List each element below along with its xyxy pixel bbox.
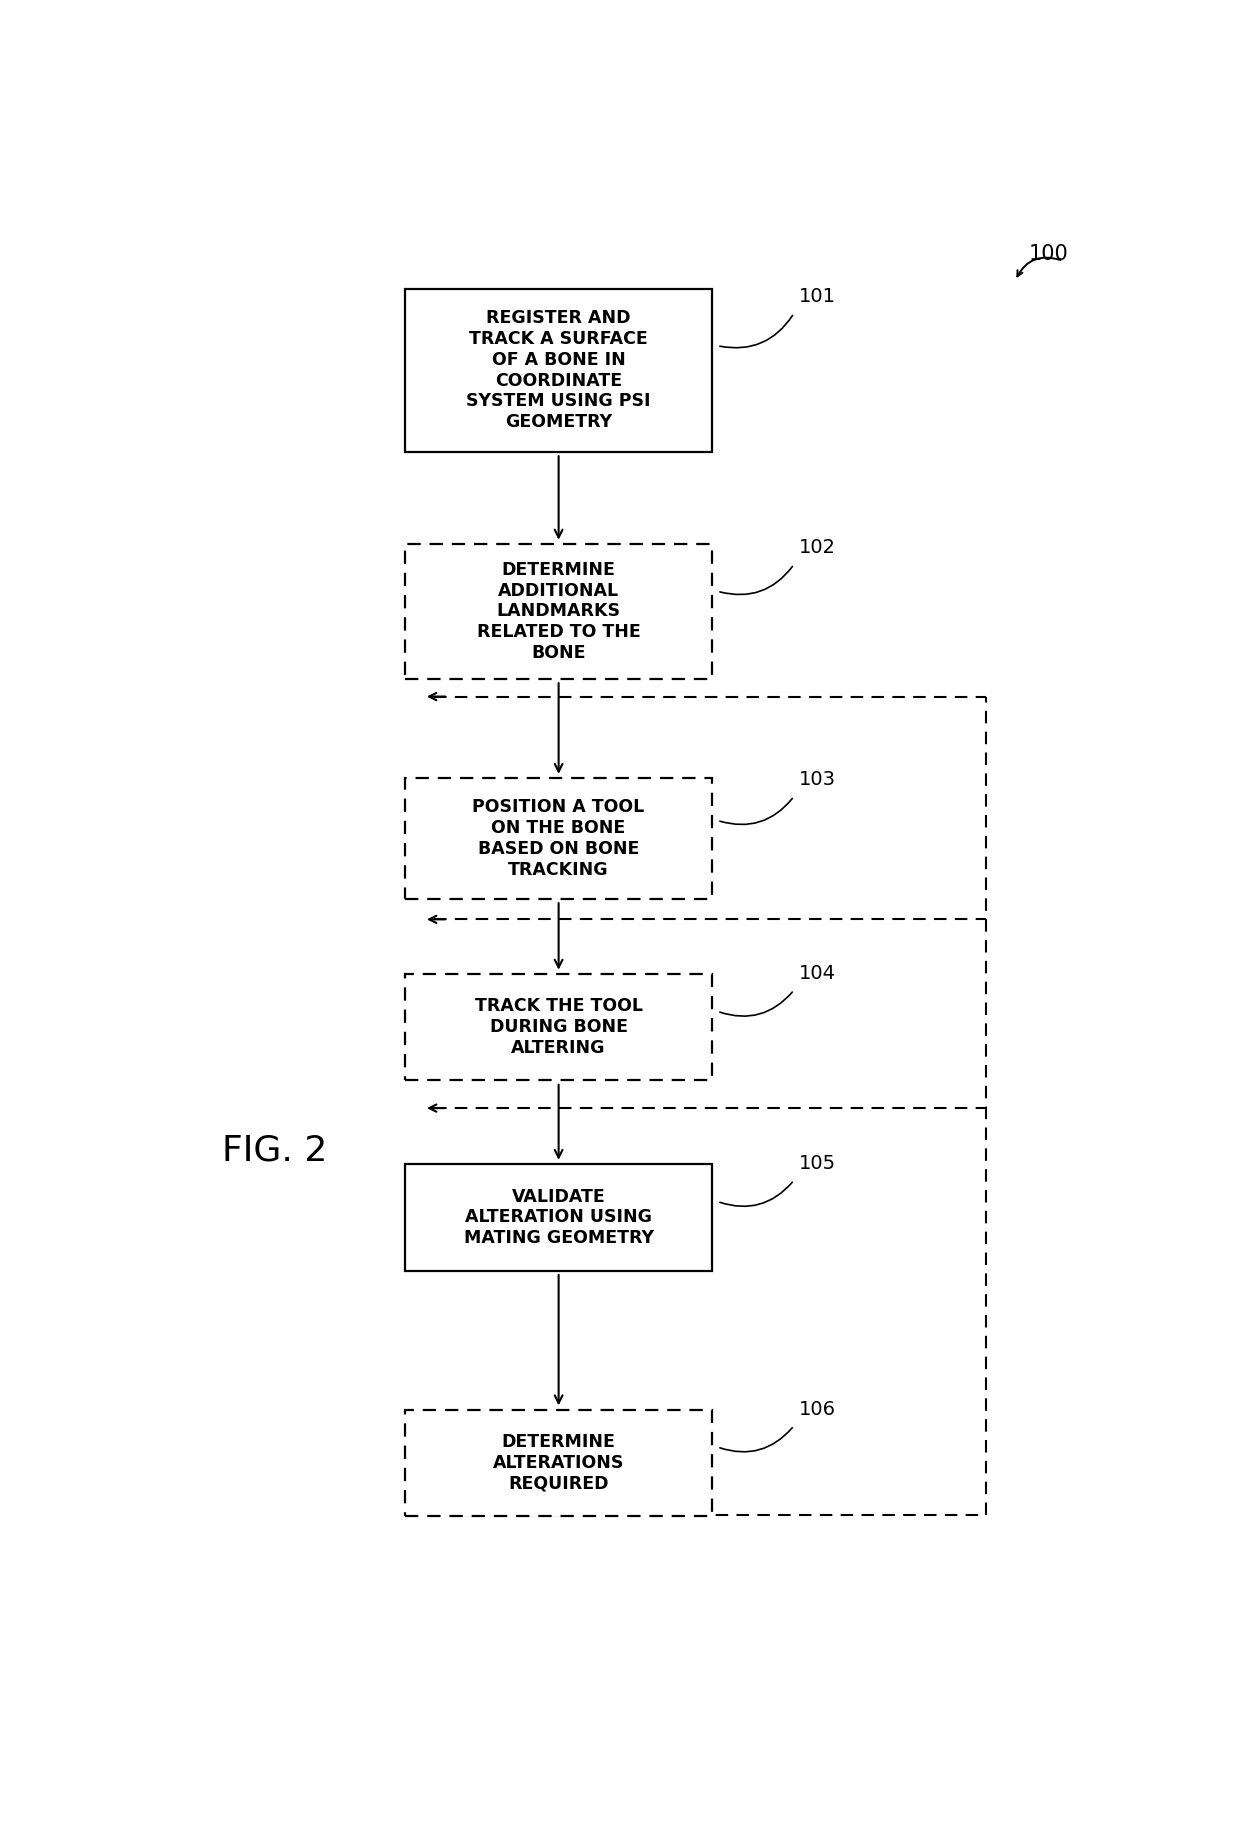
Text: 101: 101 bbox=[799, 288, 836, 306]
Text: 106: 106 bbox=[799, 1399, 836, 1419]
Text: POSITION A TOOL
ON THE BONE
BASED ON BONE
TRACKING: POSITION A TOOL ON THE BONE BASED ON BON… bbox=[472, 798, 645, 879]
Bar bbox=[404, 289, 713, 452]
Text: TRACK THE TOOL
DURING BONE
ALTERING: TRACK THE TOOL DURING BONE ALTERING bbox=[475, 997, 642, 1058]
Text: DETERMINE
ADDITIONAL
LANDMARKS
RELATED TO THE
BONE: DETERMINE ADDITIONAL LANDMARKS RELATED T… bbox=[476, 560, 641, 662]
Bar bbox=[404, 1410, 713, 1517]
Text: 105: 105 bbox=[799, 1154, 836, 1172]
Text: 103: 103 bbox=[799, 770, 836, 789]
Text: FIG. 2: FIG. 2 bbox=[222, 1133, 327, 1168]
Text: DETERMINE
ALTERATIONS
REQUIRED: DETERMINE ALTERATIONS REQUIRED bbox=[494, 1434, 624, 1493]
Bar bbox=[404, 778, 713, 899]
Text: VALIDATE
ALTERATION USING
MATING GEOMETRY: VALIDATE ALTERATION USING MATING GEOMETR… bbox=[464, 1187, 653, 1248]
Bar bbox=[404, 1165, 713, 1270]
Text: REGISTER AND
TRACK A SURFACE
OF A BONE IN
COORDINATE
SYSTEM USING PSI
GEOMETRY: REGISTER AND TRACK A SURFACE OF A BONE I… bbox=[466, 310, 651, 431]
Bar bbox=[404, 544, 713, 678]
Text: 104: 104 bbox=[799, 964, 836, 982]
Text: 102: 102 bbox=[799, 538, 836, 557]
Bar bbox=[404, 973, 713, 1080]
Text: 100: 100 bbox=[1029, 243, 1069, 264]
